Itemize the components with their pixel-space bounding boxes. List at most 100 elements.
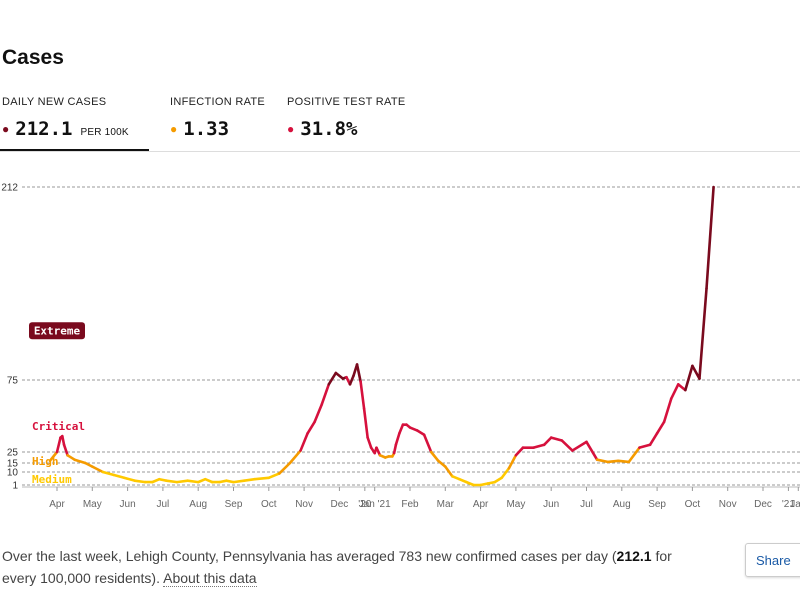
x-tick-label: Apr [473, 499, 489, 510]
series-segment [242, 477, 256, 482]
series-segment [366, 436, 373, 449]
series-segment [542, 436, 553, 447]
metric-value: 31.8% [300, 118, 358, 140]
series-segment [91, 465, 105, 474]
series-segment [306, 420, 316, 435]
level-label-extreme: Extreme [34, 325, 81, 338]
x-tick-label: Dec [331, 499, 349, 510]
series-segment [112, 473, 126, 480]
y-tick-label: 25 [7, 448, 19, 459]
x-tick-label: May [83, 499, 102, 510]
x-tick-label: Jul [580, 499, 593, 510]
series-segment [436, 459, 447, 468]
series-segment [186, 479, 200, 484]
y-tick-label: 212 [1, 183, 18, 194]
metric-label: DAILY NEW CASES [2, 96, 107, 108]
y-tick-label: 1 [12, 481, 18, 492]
metric-label: INFECTION RATE [170, 96, 266, 108]
summary-bold-value: 212.1 [616, 548, 652, 564]
summary-text-end: for every 100,000 residents). [2, 548, 672, 586]
level-badge [29, 322, 85, 340]
series-segment [299, 431, 309, 452]
x-tick-label: Jan '21 [359, 499, 391, 510]
metric-positive-test-rate[interactable]: POSITIVE TEST RATE ● 31.8% [287, 96, 405, 140]
series-segment [684, 364, 694, 392]
series-segment [334, 371, 345, 380]
series-segment [320, 383, 331, 406]
series-segment [560, 439, 574, 452]
series-segment [55, 436, 62, 454]
series-segment [359, 380, 366, 411]
series-segment [698, 287, 708, 380]
series-segment [662, 397, 673, 424]
metric-daily-new-cases[interactable]: DAILY NEW CASES ● 212.1 PER 100K [2, 96, 129, 140]
series-segment [133, 479, 147, 484]
x-tick-label: '21 [782, 499, 795, 510]
series-segment [313, 403, 324, 424]
series-segment [507, 453, 518, 470]
metric-label: POSITIVE TEST RATE [287, 96, 406, 108]
series-segment [585, 440, 599, 462]
series-segment [595, 458, 609, 464]
series-segment [532, 443, 546, 449]
metric-value: 1.33 [183, 118, 230, 140]
series-segment [122, 476, 136, 482]
series-segment [355, 363, 362, 383]
series-segment [705, 185, 715, 290]
series-segment [288, 449, 302, 465]
series-segment [394, 431, 401, 447]
series-segment [669, 383, 680, 401]
metric-value: 212.1 [15, 118, 73, 140]
series-segment [571, 440, 588, 452]
selected-tab-underline [0, 149, 149, 151]
series-segment [443, 465, 454, 478]
series-segment [549, 436, 564, 442]
x-tick-label: '20 [358, 499, 371, 510]
level-label-critical: Critical [32, 420, 85, 433]
series-dot-icon: ● [170, 122, 178, 136]
series-segment [392, 443, 398, 455]
share-button[interactable]: Share [745, 543, 800, 577]
section-title: Cases [2, 46, 64, 69]
series-segment [422, 433, 433, 454]
x-tick-label: Aug [613, 499, 631, 510]
series-segment [606, 459, 620, 464]
metric-infection-rate[interactable]: INFECTION RATE ● 1.33 [170, 96, 265, 140]
x-tick-label: Aug [189, 499, 207, 510]
x-tick-label: Nov [295, 499, 313, 510]
x-tick-label: Oct [685, 499, 701, 510]
series-segment [676, 383, 687, 392]
x-tick-label: Oct [261, 499, 277, 510]
series-segment [429, 450, 440, 463]
series-segment [327, 371, 338, 386]
series-segment [348, 374, 355, 386]
share-label: Share [756, 553, 791, 568]
series-segment [83, 461, 94, 468]
series-segment [362, 407, 369, 439]
series-segment [232, 479, 246, 484]
series-segment [415, 429, 426, 437]
series-segment [73, 458, 87, 465]
x-tick-label: Jan [790, 499, 800, 510]
series-segment [500, 467, 511, 480]
x-tick-label: Jun [120, 499, 136, 510]
series-segment [278, 461, 292, 475]
level-label-medium: Medium [32, 473, 72, 486]
series-segment [175, 479, 189, 484]
series-segment [638, 443, 652, 449]
series-segment [627, 446, 641, 464]
x-tick-label: May [506, 499, 525, 510]
tab-divider [0, 151, 800, 152]
metric-unit: PER 100K [80, 127, 129, 138]
y-tick-label: 75 [7, 376, 19, 387]
y-tick-label: 10 [7, 468, 19, 479]
about-data-link[interactable]: About this data [163, 570, 257, 587]
series-segment [375, 446, 382, 457]
series-segment [267, 472, 281, 480]
series-segment [514, 446, 525, 457]
series-segment [493, 476, 504, 484]
x-tick-label: Sep [225, 499, 243, 510]
x-tick-label: Sep [648, 499, 666, 510]
x-tick-label: Jun [543, 499, 559, 510]
